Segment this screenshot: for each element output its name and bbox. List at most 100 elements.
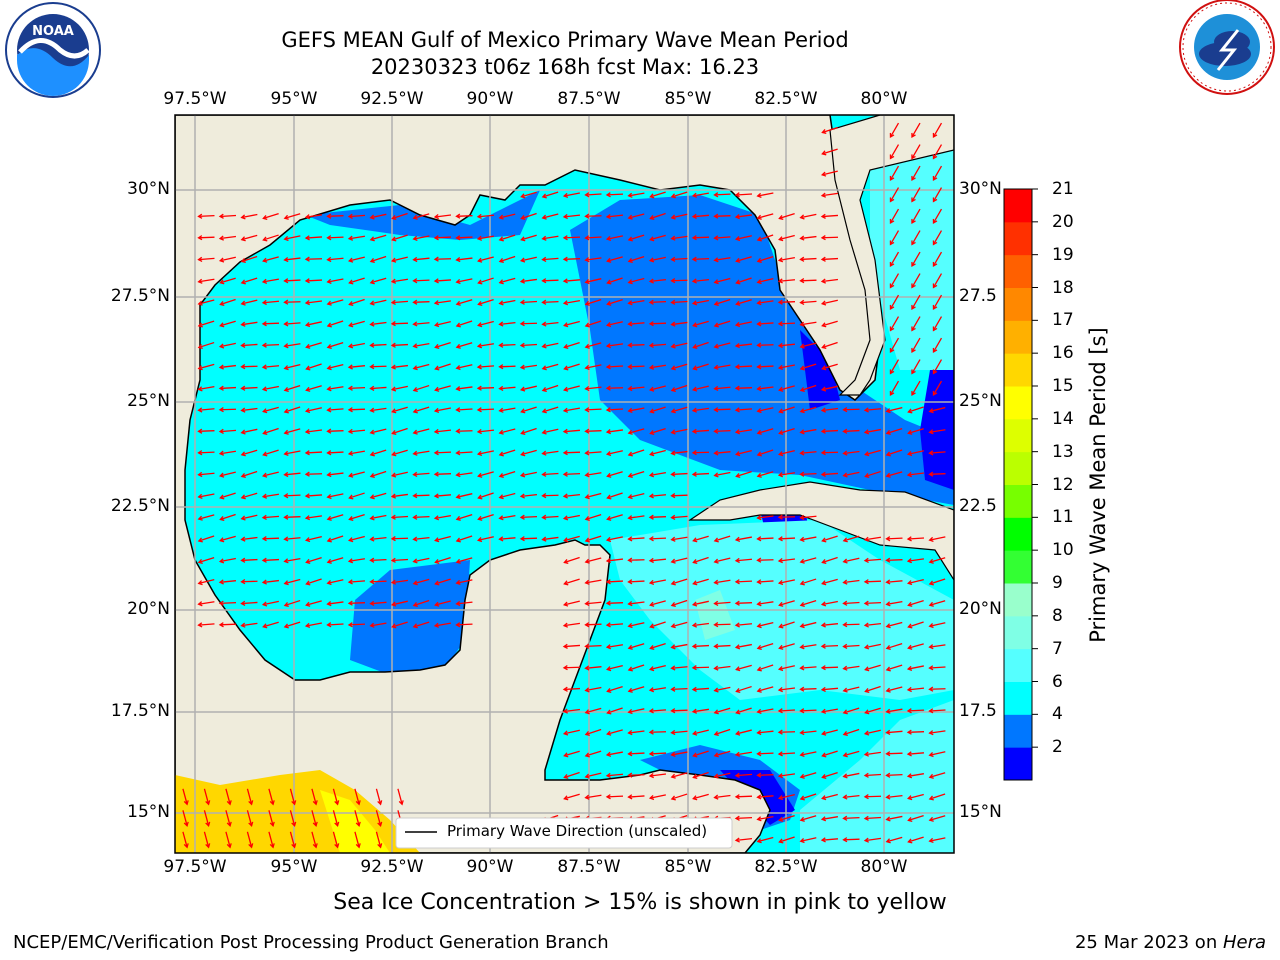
wave-arrow [246,788,253,805]
wave-arrow-head [477,300,483,306]
wave-arrow [241,536,258,541]
wave-arrow [757,795,774,798]
wave-arrow-head [713,322,719,328]
wave-arrow [606,623,624,626]
wave-arrow-head [778,386,784,392]
wave-arrow [456,236,473,239]
wave-arrow [800,428,817,434]
wave-arrow-head [498,407,504,413]
wave-arrow-head [885,772,891,778]
wave-arrow [800,730,817,734]
wave-arrow-head [627,257,633,263]
wave-arrow-head [863,536,870,542]
wave-arrow [778,301,796,303]
wave-arrow-head [412,471,418,478]
wave-arrow [241,255,258,263]
wave-arrow-head [691,471,697,477]
wave-arrow [649,752,667,755]
wave-arrow-head [906,451,913,457]
wave-arrow [284,621,301,628]
wave-arrow [800,384,817,392]
wave-arrow-head [713,665,719,671]
wave-arrow-head [734,557,740,564]
wave-arrow [671,709,688,712]
colorbar-tick-label: 6 [1052,671,1063,692]
wave-arrow [413,557,430,563]
wave-arrow [564,793,580,800]
wave-arrow-head [932,369,938,375]
wave-arrow-head [778,623,784,629]
wave-arrow [929,473,946,475]
wave-arrow [671,578,688,585]
wave-arrow-head [649,386,655,392]
wave-arrow [736,256,752,262]
wave-arrow-head [519,299,525,305]
wave-arrow [563,687,581,691]
wave-arrow [182,788,188,805]
wave-arrow-head [541,408,547,414]
wave-arrow [477,214,495,218]
wave-arrow-head [584,687,590,693]
wave-arrow-head [433,407,440,414]
wave-arrow [714,451,731,454]
wave-arrow-head [219,301,225,307]
wave-arrow [392,600,408,606]
wave-arrow-head [713,643,719,649]
wave-arrow-head [842,794,848,800]
wave-arrow-head [412,429,418,435]
wave-arrow [757,428,774,434]
wave-arrow-head [520,430,526,436]
wave-arrow-head [799,601,805,607]
wave-arrow-head [605,322,612,328]
wave-arrow-head [713,622,719,628]
wave-arrow [434,473,452,475]
wave-arrow-head [863,751,870,757]
colorbar-segment [1004,254,1032,288]
wave-arrow-head [820,300,827,306]
wave-arrow [628,493,645,498]
wave-arrow [911,316,921,331]
wave-arrow-head [498,515,504,521]
wave-arrow [628,795,645,798]
lon-tick-label: 87.5°W [557,89,621,109]
wave-arrow-head [648,687,655,693]
colorbar-segment [1004,320,1032,354]
wave-arrow-head [627,494,633,500]
wave-arrow [821,838,839,841]
wave-arrow [225,831,231,848]
wave-arrow [413,322,430,325]
wave-arrow [757,643,774,649]
wave-arrow-head [713,343,719,349]
wave-arrow-head [907,816,913,822]
wave-arrow [499,492,516,499]
wave-arrow-head [412,493,418,499]
wave-arrow [219,623,237,626]
wave-arrow-head [842,600,848,606]
wave-arrow-head [606,257,612,263]
wave-arrow-head [670,408,676,414]
wave-arrow-head [691,213,697,220]
wave-arrow [650,427,666,435]
wave-arrow-head [584,709,590,715]
wave-arrow [520,278,538,283]
wave-arrow-head [391,257,397,263]
noaa-logo-text: NOAA [32,24,74,39]
colorbar-segment [1004,484,1032,518]
wave-arrow [392,212,408,220]
wave-arrow [778,752,796,755]
wave-arrow-head [820,643,826,649]
wave-arrow-head [562,428,568,435]
wave-arrow [305,279,323,282]
wave-arrow [542,363,559,370]
wave-arrow-head [304,278,310,284]
wave-arrow-head [218,450,225,456]
wave-arrow [456,623,473,626]
wave-arrow [349,256,365,262]
wave-arrow [284,301,301,303]
wave-arrow-head [756,708,762,714]
wave-arrow [607,299,623,305]
wave-arrow [327,215,344,217]
wave-arrow [757,213,774,219]
wave-arrow-head [369,258,375,264]
